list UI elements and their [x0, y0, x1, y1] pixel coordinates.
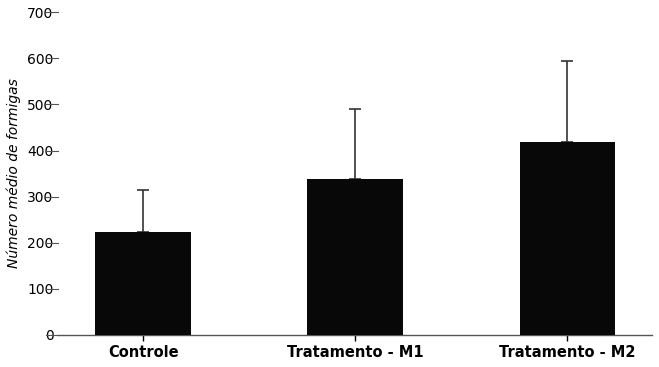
Bar — [96, 232, 191, 335]
Y-axis label: Número médio de formigas: Número médio de formigas — [7, 79, 22, 269]
Bar — [308, 179, 403, 335]
Bar — [519, 142, 615, 335]
